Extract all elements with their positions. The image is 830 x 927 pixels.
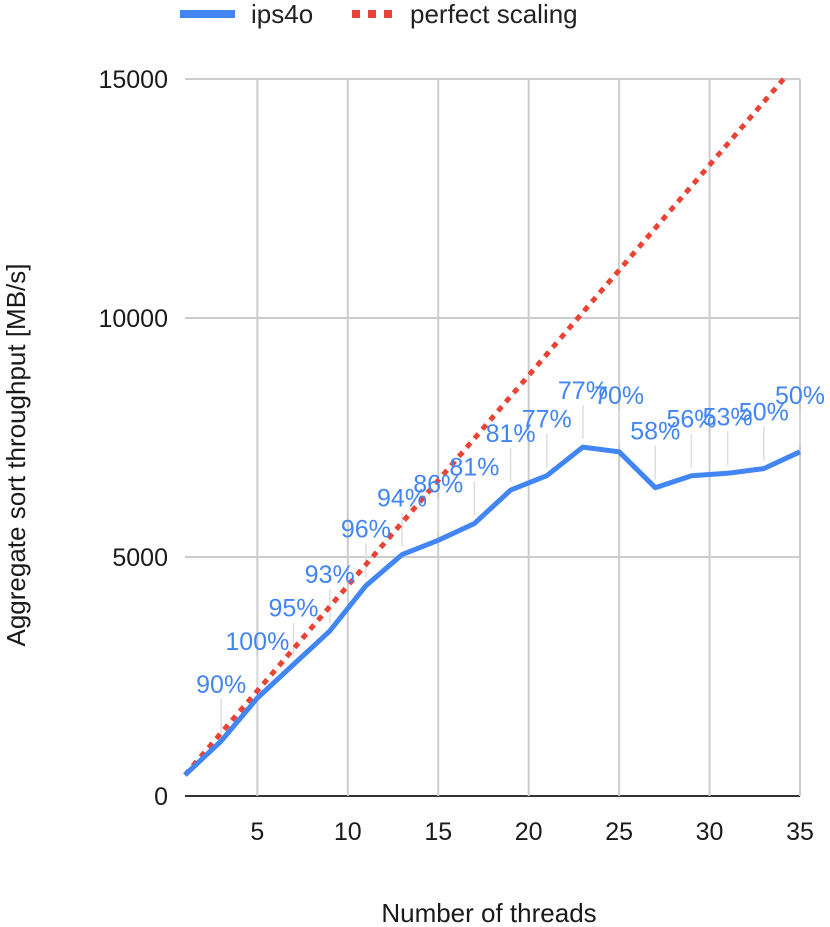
x-tick-label-25: 25 <box>605 818 633 846</box>
data-label-27: 58% <box>630 418 680 446</box>
series-lines <box>183 77 802 777</box>
legend-label-perfect-scaling: perfect scaling <box>410 0 578 29</box>
x-tick-label-10: 10 <box>334 818 362 846</box>
x-tick-label-5: 5 <box>250 818 264 846</box>
data-label-7: 95% <box>269 595 319 623</box>
data-label-17: 81% <box>449 454 499 482</box>
x-axis-title: Number of threads <box>381 898 596 927</box>
data-label-9: 93% <box>305 561 355 589</box>
data-label-15: 86% <box>413 470 463 498</box>
x-tick-label-30: 30 <box>696 818 724 846</box>
y-tick-label-0: 0 <box>154 783 168 811</box>
data-label-13: 94% <box>377 485 427 513</box>
tick-labels: 0 5000 10000 15000 5 10 15 20 25 30 35 <box>98 66 813 846</box>
data-label-19: 81% <box>486 420 536 448</box>
series-line-ips4o <box>183 444 802 777</box>
data-label-3: 90% <box>196 671 246 699</box>
x-tick-label-15: 15 <box>424 818 452 846</box>
data-label-35: 50% <box>775 382 825 410</box>
x-tick-label-35: 35 <box>786 818 814 846</box>
data-label-33: 50% <box>739 399 789 427</box>
series-line-perfect-scaling <box>183 77 786 777</box>
data-labels: 90%100%95%93%96%94%86%81%81%77%77%70%58%… <box>196 377 825 699</box>
data-label-leaders <box>220 405 801 734</box>
x-tick-label-20: 20 <box>515 818 543 846</box>
y-tick-label-5000: 5000 <box>112 544 168 572</box>
y-axis-title: Aggregate sort throughput [MB/s] <box>1 264 31 647</box>
data-label-29: 56% <box>666 406 716 434</box>
data-label-5: 100% <box>225 628 289 656</box>
data-label-25: 70% <box>594 382 644 410</box>
legend-label-ips4o: ips4o <box>251 0 313 29</box>
data-label-31: 53% <box>703 403 753 431</box>
y-tick-label-15000: 15000 <box>98 66 168 94</box>
data-label-21: 77% <box>522 406 572 434</box>
data-label-23: 77% <box>558 377 608 405</box>
legend: ips4o perfect scaling <box>180 0 578 29</box>
y-tick-label-10000: 10000 <box>98 305 168 333</box>
data-label-11: 96% <box>341 516 391 544</box>
